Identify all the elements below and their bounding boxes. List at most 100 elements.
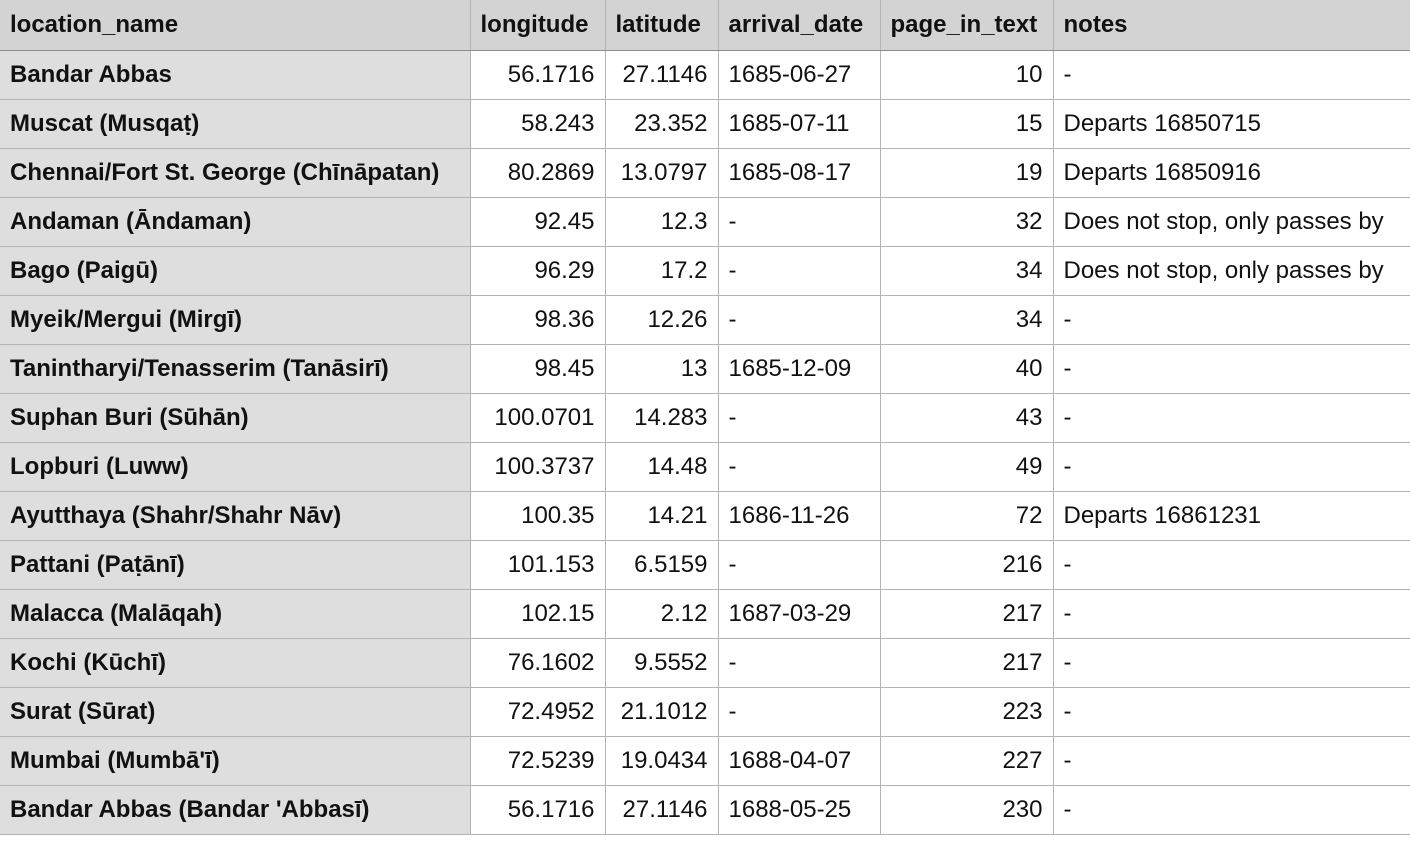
- cell-location-name[interactable]: Ayutthaya (Shahr/Shahr Nāv): [0, 491, 471, 541]
- cell-longitude[interactable]: 72.4952: [470, 687, 606, 737]
- column-header-latitude[interactable]: latitude: [605, 0, 719, 51]
- cell-location-name[interactable]: Surat (Sūrat): [0, 687, 471, 737]
- cell-longitude[interactable]: 80.2869: [470, 148, 606, 198]
- cell-latitude[interactable]: 27.1146: [605, 50, 719, 100]
- cell-location-name[interactable]: Muscat (Musqaṭ): [0, 99, 471, 149]
- cell-page-in-text[interactable]: 32: [880, 197, 1054, 247]
- cell-notes[interactable]: -: [1053, 638, 1410, 688]
- cell-latitude[interactable]: 13: [605, 344, 719, 394]
- cell-longitude[interactable]: 56.1716: [470, 785, 606, 835]
- column-header-page-in-text[interactable]: page_in_text: [880, 0, 1054, 51]
- cell-location-name[interactable]: Myeik/Mergui (Mirgī): [0, 295, 471, 345]
- cell-page-in-text[interactable]: 223: [880, 687, 1054, 737]
- cell-longitude[interactable]: 98.36: [470, 295, 606, 345]
- cell-latitude[interactable]: 2.12: [605, 589, 719, 639]
- cell-latitude[interactable]: 14.21: [605, 491, 719, 541]
- cell-location-name[interactable]: Pattani (Paṭānī): [0, 540, 471, 590]
- cell-latitude[interactable]: 27.1146: [605, 785, 719, 835]
- cell-location-name[interactable]: Chennai/Fort St. George (Chīnāpatan): [0, 148, 471, 198]
- cell-notes[interactable]: -: [1053, 50, 1410, 100]
- cell-location-name[interactable]: Bandar Abbas: [0, 50, 471, 100]
- cell-notes[interactable]: Departs 16850715: [1053, 99, 1410, 149]
- cell-arrival-date[interactable]: 1685-12-09: [718, 344, 881, 394]
- cell-page-in-text[interactable]: 49: [880, 442, 1054, 492]
- cell-page-in-text[interactable]: 217: [880, 638, 1054, 688]
- cell-notes[interactable]: Does not stop, only passes by: [1053, 246, 1410, 296]
- cell-page-in-text[interactable]: 15: [880, 99, 1054, 149]
- cell-page-in-text[interactable]: 43: [880, 393, 1054, 443]
- cell-latitude[interactable]: 14.283: [605, 393, 719, 443]
- cell-page-in-text[interactable]: 34: [880, 295, 1054, 345]
- cell-page-in-text[interactable]: 10: [880, 50, 1054, 100]
- cell-longitude[interactable]: 96.29: [470, 246, 606, 296]
- cell-location-name[interactable]: Kochi (Kūchī): [0, 638, 471, 688]
- cell-location-name[interactable]: Malacca (Malāqah): [0, 589, 471, 639]
- cell-latitude[interactable]: 23.352: [605, 99, 719, 149]
- cell-location-name[interactable]: Lopburi (Luww): [0, 442, 471, 492]
- cell-location-name[interactable]: Andaman (Āndaman): [0, 197, 471, 247]
- cell-location-name[interactable]: Tanintharyi/Tenasserim (Tanāsirī): [0, 344, 471, 394]
- cell-page-in-text[interactable]: 34: [880, 246, 1054, 296]
- column-header-longitude[interactable]: longitude: [470, 0, 606, 51]
- cell-arrival-date[interactable]: -: [718, 442, 881, 492]
- cell-latitude[interactable]: 12.3: [605, 197, 719, 247]
- cell-arrival-date[interactable]: 1685-06-27: [718, 50, 881, 100]
- cell-latitude[interactable]: 9.5552: [605, 638, 719, 688]
- cell-page-in-text[interactable]: 217: [880, 589, 1054, 639]
- cell-arrival-date[interactable]: -: [718, 246, 881, 296]
- cell-location-name[interactable]: Bandar Abbas (Bandar 'Abbasī): [0, 785, 471, 835]
- cell-location-name[interactable]: Suphan Buri (Sūhān): [0, 393, 471, 443]
- column-header-notes[interactable]: notes: [1053, 0, 1410, 51]
- cell-arrival-date[interactable]: -: [718, 638, 881, 688]
- cell-page-in-text[interactable]: 72: [880, 491, 1054, 541]
- cell-notes[interactable]: Does not stop, only passes by: [1053, 197, 1410, 247]
- cell-longitude[interactable]: 76.1602: [470, 638, 606, 688]
- cell-arrival-date[interactable]: 1688-04-07: [718, 736, 881, 786]
- cell-arrival-date[interactable]: 1688-05-25: [718, 785, 881, 835]
- cell-latitude[interactable]: 17.2: [605, 246, 719, 296]
- cell-latitude[interactable]: 12.26: [605, 295, 719, 345]
- cell-arrival-date[interactable]: -: [718, 687, 881, 737]
- cell-arrival-date[interactable]: 1685-08-17: [718, 148, 881, 198]
- cell-latitude[interactable]: 21.1012: [605, 687, 719, 737]
- cell-longitude[interactable]: 92.45: [470, 197, 606, 247]
- cell-arrival-date[interactable]: -: [718, 393, 881, 443]
- cell-longitude[interactable]: 72.5239: [470, 736, 606, 786]
- cell-notes[interactable]: -: [1053, 393, 1410, 443]
- column-header-arrival-date[interactable]: arrival_date: [718, 0, 881, 51]
- cell-longitude[interactable]: 56.1716: [470, 50, 606, 100]
- cell-page-in-text[interactable]: 19: [880, 148, 1054, 198]
- cell-notes[interactable]: -: [1053, 736, 1410, 786]
- cell-location-name[interactable]: Bago (Paigū): [0, 246, 471, 296]
- cell-longitude[interactable]: 100.3737: [470, 442, 606, 492]
- cell-latitude[interactable]: 19.0434: [605, 736, 719, 786]
- cell-longitude[interactable]: 98.45: [470, 344, 606, 394]
- cell-notes[interactable]: -: [1053, 540, 1410, 590]
- cell-notes[interactable]: -: [1053, 442, 1410, 492]
- cell-latitude[interactable]: 13.0797: [605, 148, 719, 198]
- cell-notes[interactable]: -: [1053, 344, 1410, 394]
- cell-longitude[interactable]: 100.0701: [470, 393, 606, 443]
- cell-location-name[interactable]: Mumbai (Mumbā'ī): [0, 736, 471, 786]
- cell-page-in-text[interactable]: 230: [880, 785, 1054, 835]
- cell-arrival-date[interactable]: -: [718, 295, 881, 345]
- cell-notes[interactable]: -: [1053, 589, 1410, 639]
- cell-latitude[interactable]: 6.5159: [605, 540, 719, 590]
- cell-longitude[interactable]: 102.15: [470, 589, 606, 639]
- cell-notes[interactable]: -: [1053, 687, 1410, 737]
- cell-arrival-date[interactable]: 1687-03-29: [718, 589, 881, 639]
- column-header-location-name[interactable]: location_name: [0, 0, 471, 51]
- cell-longitude[interactable]: 58.243: [470, 99, 606, 149]
- cell-page-in-text[interactable]: 40: [880, 344, 1054, 394]
- cell-notes[interactable]: Departs 16861231: [1053, 491, 1410, 541]
- cell-arrival-date[interactable]: -: [718, 197, 881, 247]
- cell-page-in-text[interactable]: 216: [880, 540, 1054, 590]
- cell-arrival-date[interactable]: 1685-07-11: [718, 99, 881, 149]
- cell-longitude[interactable]: 100.35: [470, 491, 606, 541]
- cell-notes[interactable]: Departs 16850916: [1053, 148, 1410, 198]
- cell-latitude[interactable]: 14.48: [605, 442, 719, 492]
- cell-longitude[interactable]: 101.153: [470, 540, 606, 590]
- cell-notes[interactable]: -: [1053, 785, 1410, 835]
- cell-page-in-text[interactable]: 227: [880, 736, 1054, 786]
- cell-arrival-date[interactable]: 1686-11-26: [718, 491, 881, 541]
